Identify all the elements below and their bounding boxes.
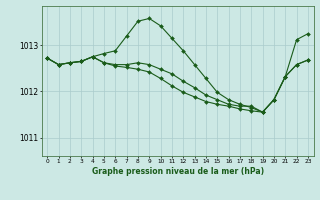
X-axis label: Graphe pression niveau de la mer (hPa): Graphe pression niveau de la mer (hPa)	[92, 167, 264, 176]
